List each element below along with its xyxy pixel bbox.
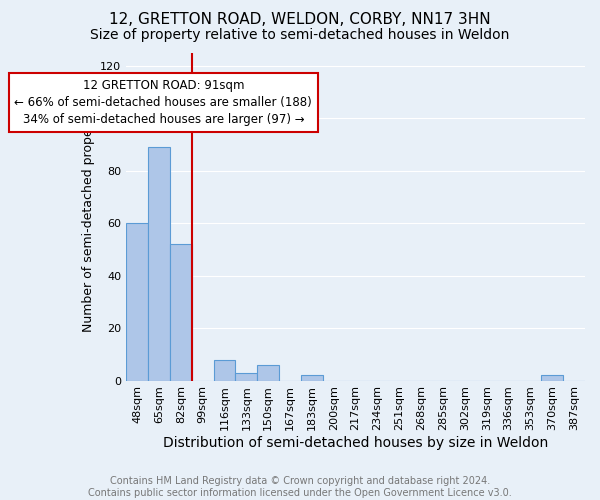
X-axis label: Distribution of semi-detached houses by size in Weldon: Distribution of semi-detached houses by … bbox=[163, 436, 548, 450]
Bar bbox=[257, 365, 279, 380]
Bar bbox=[301, 376, 323, 380]
Bar bbox=[148, 147, 170, 380]
Text: Contains HM Land Registry data © Crown copyright and database right 2024.
Contai: Contains HM Land Registry data © Crown c… bbox=[88, 476, 512, 498]
Text: 12, GRETTON ROAD, WELDON, CORBY, NN17 3HN: 12, GRETTON ROAD, WELDON, CORBY, NN17 3H… bbox=[109, 12, 491, 28]
Text: 12 GRETTON ROAD: 91sqm
← 66% of semi-detached houses are smaller (188)
34% of se: 12 GRETTON ROAD: 91sqm ← 66% of semi-det… bbox=[14, 78, 312, 126]
Bar bbox=[126, 223, 148, 380]
Bar bbox=[235, 372, 257, 380]
Text: Size of property relative to semi-detached houses in Weldon: Size of property relative to semi-detach… bbox=[91, 28, 509, 42]
Bar bbox=[214, 360, 235, 380]
Bar bbox=[170, 244, 192, 380]
Y-axis label: Number of semi-detached properties: Number of semi-detached properties bbox=[82, 101, 95, 332]
Bar bbox=[541, 376, 563, 380]
